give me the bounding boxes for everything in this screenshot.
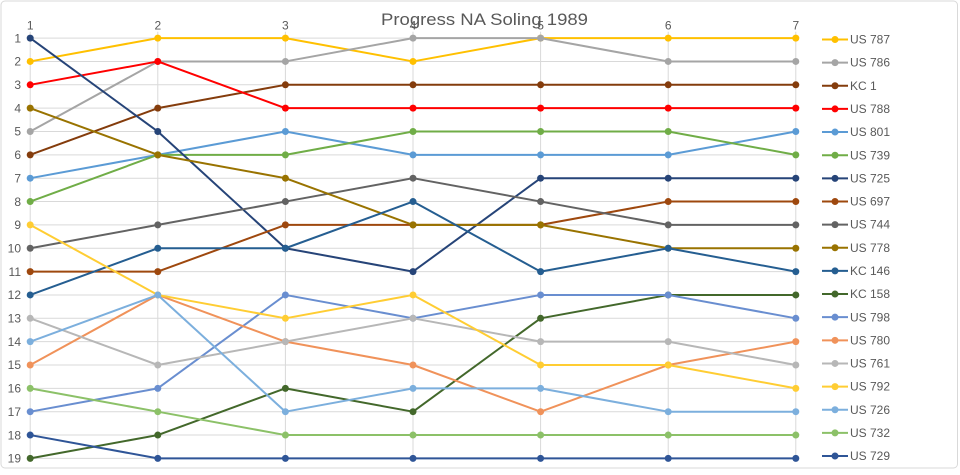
svg-text:5: 5 — [14, 125, 21, 139]
svg-text:US 732: US 732 — [850, 426, 890, 440]
svg-text:US 725: US 725 — [850, 171, 890, 185]
svg-text:7: 7 — [14, 171, 21, 185]
svg-text:US 801: US 801 — [850, 125, 890, 139]
svg-text:US 697: US 697 — [850, 195, 890, 209]
svg-text:3: 3 — [282, 19, 289, 33]
svg-text:7: 7 — [792, 19, 799, 33]
svg-text:US 726: US 726 — [850, 403, 890, 417]
svg-text:13: 13 — [8, 312, 22, 326]
svg-text:US 788: US 788 — [850, 102, 890, 116]
svg-text:US 792: US 792 — [850, 380, 890, 394]
svg-text:6: 6 — [665, 19, 672, 33]
svg-text:9: 9 — [14, 218, 21, 232]
svg-text:US 798: US 798 — [850, 310, 890, 324]
svg-text:US 787: US 787 — [850, 33, 890, 47]
svg-text:16: 16 — [8, 382, 22, 396]
svg-text:14: 14 — [8, 335, 22, 349]
svg-text:1: 1 — [27, 19, 34, 33]
svg-text:17: 17 — [8, 405, 22, 419]
svg-text:US 761: US 761 — [850, 357, 890, 371]
svg-text:8: 8 — [14, 195, 21, 209]
svg-text:US 739: US 739 — [850, 148, 890, 162]
svg-text:US 729: US 729 — [850, 449, 890, 463]
svg-text:2: 2 — [154, 19, 161, 33]
svg-text:4: 4 — [14, 101, 21, 115]
svg-text:12: 12 — [8, 288, 22, 302]
svg-text:19: 19 — [8, 452, 22, 466]
svg-text:Progress NA Soling 1989: Progress NA Soling 1989 — [381, 10, 588, 29]
svg-text:10: 10 — [8, 241, 22, 255]
svg-text:18: 18 — [8, 428, 22, 442]
svg-text:3: 3 — [14, 78, 21, 92]
svg-text:1: 1 — [14, 31, 21, 45]
svg-text:4: 4 — [410, 19, 417, 33]
svg-text:5: 5 — [537, 19, 544, 33]
svg-text:KC 1: KC 1 — [850, 79, 877, 93]
svg-text:US 786: US 786 — [850, 56, 890, 70]
svg-text:US 778: US 778 — [850, 241, 890, 255]
svg-text:15: 15 — [8, 358, 22, 372]
svg-text:11: 11 — [9, 265, 22, 279]
svg-text:2: 2 — [14, 55, 21, 69]
svg-text:KC 158: KC 158 — [850, 287, 890, 301]
svg-text:6: 6 — [14, 148, 21, 162]
svg-text:KC 146: KC 146 — [850, 264, 890, 278]
svg-text:US 780: US 780 — [850, 333, 890, 347]
svg-text:US 744: US 744 — [850, 218, 890, 232]
